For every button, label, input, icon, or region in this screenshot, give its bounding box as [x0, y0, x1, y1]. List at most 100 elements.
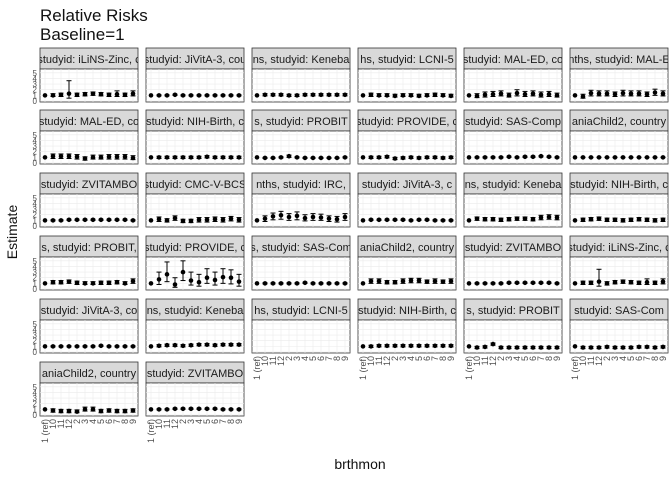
data-point	[334, 92, 340, 98]
data-point	[392, 93, 398, 99]
y-tick-label: 1	[33, 216, 38, 225]
data-point	[326, 92, 332, 98]
y-tick-label: 2	[33, 86, 38, 95]
data-point	[490, 341, 496, 347]
data-point	[498, 91, 504, 96]
data-point	[318, 155, 324, 161]
data-point	[98, 343, 104, 349]
x-tick-label: 7	[642, 356, 652, 361]
y-tick-label: 0	[33, 348, 38, 357]
data-point	[82, 407, 88, 412]
data-point	[644, 155, 650, 160]
data-point	[236, 217, 242, 223]
y-tick-label: 2	[33, 274, 38, 283]
data-point	[228, 155, 234, 160]
data-point	[188, 155, 194, 160]
data-point	[254, 155, 260, 160]
x-tick-label: 2	[390, 356, 400, 361]
data-point	[408, 218, 414, 223]
data-point	[156, 155, 162, 160]
data-point	[554, 215, 560, 220]
data-point	[360, 344, 366, 349]
data-point	[538, 215, 544, 220]
data-point	[448, 218, 454, 223]
facet-panel: studyid: JiVitA-3, cou	[145, 47, 245, 103]
x-tick-label: 8	[120, 419, 130, 424]
data-point	[498, 345, 504, 350]
data-point	[254, 93, 260, 98]
data-point	[286, 281, 292, 286]
strip-label: nths, studyid: IRC,	[256, 179, 346, 191]
data-point	[310, 281, 316, 286]
data-point	[326, 155, 332, 161]
data-point	[466, 344, 472, 349]
data-point	[474, 345, 480, 350]
data-point	[122, 217, 128, 223]
data-point	[628, 345, 634, 350]
data-point	[278, 155, 284, 160]
strip-label: studyid: iLiNS-Zinc, c	[37, 54, 141, 66]
data-point	[588, 155, 594, 160]
data-point	[660, 91, 666, 96]
data-point	[604, 281, 610, 286]
data-point	[66, 91, 72, 96]
x-tick-label: 4	[406, 356, 416, 361]
strip-label: s, studyid: PROBIT	[254, 116, 348, 128]
data-point	[228, 342, 234, 347]
data-point	[148, 281, 154, 286]
facet-panel: studyid: NIH-Birth, c	[145, 109, 245, 165]
data-point	[522, 154, 528, 160]
data-point	[180, 269, 186, 275]
data-point	[572, 155, 578, 160]
data-point	[130, 155, 136, 161]
data-point	[572, 93, 578, 98]
data-point	[188, 218, 194, 224]
data-point	[310, 92, 316, 98]
data-point	[466, 218, 472, 223]
facet-panel: ns, studyid: Keneba	[463, 172, 563, 228]
data-point	[228, 407, 234, 412]
y-axis-label: Estimate	[4, 204, 20, 260]
x-tick-label: 12	[64, 419, 74, 429]
data-point	[204, 342, 210, 347]
panel-background	[569, 319, 669, 354]
data-point	[546, 345, 552, 350]
data-point	[74, 409, 80, 414]
data-point	[90, 155, 96, 160]
data-point	[392, 343, 398, 349]
strip-label: studyid: NIH-Birth, c	[570, 179, 668, 191]
data-point	[334, 216, 340, 222]
data-point	[376, 93, 382, 98]
data-point	[66, 279, 72, 284]
data-point	[432, 343, 438, 349]
y-tick-label: 3	[33, 394, 38, 403]
panel-background	[463, 193, 563, 228]
data-point	[66, 344, 72, 349]
data-point	[106, 154, 112, 160]
panel-background	[251, 130, 351, 165]
strip-label: studyid: PROVIDE, c	[356, 116, 459, 128]
x-tick-label: 10	[366, 356, 376, 366]
data-point	[400, 278, 406, 284]
x-tick-label: 8	[650, 356, 660, 361]
x-tick-label: 4	[512, 356, 522, 361]
data-point	[106, 280, 112, 286]
data-point	[546, 214, 552, 220]
y-tick-label: 3	[33, 80, 38, 89]
data-point	[440, 218, 446, 223]
x-tick-label: 3	[610, 356, 620, 361]
data-point	[196, 279, 202, 285]
data-point	[474, 93, 480, 99]
data-point	[270, 281, 276, 286]
strip-label: s, studyid: SAS-Com	[250, 242, 351, 254]
data-point	[318, 281, 324, 286]
data-point	[368, 155, 374, 160]
data-point	[114, 217, 120, 223]
x-tick-label: 5	[202, 419, 212, 424]
data-point	[74, 217, 80, 223]
y-tick-label: 3	[33, 268, 38, 277]
data-point	[58, 344, 64, 349]
x-tick-label: 1 (ref)	[358, 356, 368, 380]
